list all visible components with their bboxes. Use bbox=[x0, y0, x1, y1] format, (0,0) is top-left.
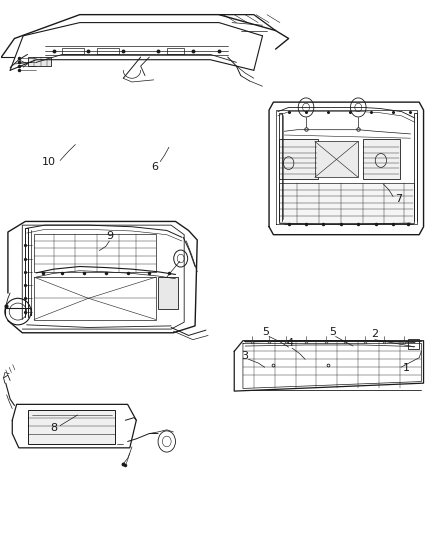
Text: 2: 2 bbox=[371, 329, 378, 340]
Text: 8: 8 bbox=[50, 423, 57, 433]
Text: 5: 5 bbox=[262, 327, 269, 337]
Bar bbox=[279, 139, 318, 179]
Text: 7: 7 bbox=[395, 193, 403, 204]
Bar bbox=[28, 56, 51, 66]
Bar bbox=[28, 410, 115, 444]
Text: 1: 1 bbox=[403, 364, 410, 373]
Bar bbox=[158, 277, 178, 309]
Bar bbox=[167, 47, 184, 54]
Bar bbox=[408, 339, 419, 349]
Text: 9: 9 bbox=[106, 231, 113, 241]
Text: 4: 4 bbox=[286, 338, 293, 348]
Text: 5: 5 bbox=[329, 327, 336, 337]
Bar bbox=[62, 47, 84, 54]
Text: 6: 6 bbox=[151, 162, 158, 172]
Text: 10: 10 bbox=[42, 157, 55, 166]
Bar bbox=[315, 141, 358, 177]
Bar bbox=[279, 183, 414, 223]
Bar bbox=[363, 139, 399, 179]
Bar bbox=[34, 233, 156, 272]
Text: 3: 3 bbox=[241, 351, 248, 361]
Bar bbox=[97, 47, 119, 54]
Bar bbox=[34, 277, 156, 319]
